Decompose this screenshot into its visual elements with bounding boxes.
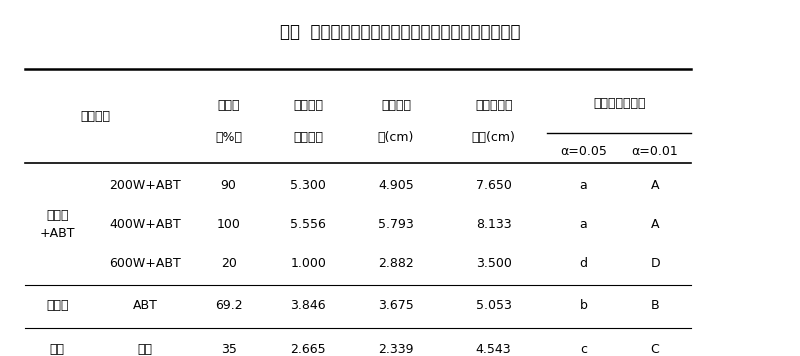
Text: 200W+ABT: 200W+ABT (109, 179, 181, 192)
Text: 100: 100 (217, 218, 241, 231)
Text: 8.133: 8.133 (476, 218, 511, 231)
Text: （%）: （%） (215, 131, 242, 144)
Text: 2.339: 2.339 (378, 343, 414, 356)
Text: 生长素: 生长素 (46, 299, 69, 312)
Text: 3.846: 3.846 (290, 299, 326, 312)
Text: 5.300: 5.300 (290, 179, 326, 192)
Text: α=0.01: α=0.01 (632, 145, 678, 158)
Text: 对照: 对照 (50, 343, 65, 356)
Text: 5.053: 5.053 (476, 299, 512, 312)
Text: 度(cm): 度(cm) (378, 131, 414, 144)
Text: 7.650: 7.650 (476, 179, 512, 192)
Text: 5.556: 5.556 (290, 218, 326, 231)
Text: 4.905: 4.905 (378, 179, 414, 192)
Text: 90: 90 (221, 179, 237, 192)
Text: 超声波
+ABT: 超声波 +ABT (39, 209, 75, 240)
Text: 5.793: 5.793 (378, 218, 414, 231)
Text: 4.543: 4.543 (476, 343, 511, 356)
Text: D: D (650, 257, 660, 271)
Text: 69.2: 69.2 (214, 299, 242, 312)
Text: 清水: 清水 (138, 343, 152, 356)
Text: 平均最长根: 平均最长根 (475, 99, 513, 111)
Text: 处理因素: 处理因素 (80, 110, 110, 124)
Text: C: C (650, 343, 659, 356)
Text: a: a (579, 218, 587, 231)
Text: 平均生根: 平均生根 (294, 99, 323, 111)
Text: 长度(cm): 长度(cm) (472, 131, 516, 144)
Text: 35: 35 (221, 343, 237, 356)
Text: 生根率: 生根率 (218, 99, 240, 111)
Text: A: A (651, 179, 659, 192)
Text: 数（条）: 数（条） (294, 131, 323, 144)
Text: b: b (579, 299, 587, 312)
Text: 1.000: 1.000 (290, 257, 326, 271)
Text: α=0.05: α=0.05 (560, 145, 606, 158)
Text: 平均根长: 平均根长 (381, 99, 411, 111)
Text: a: a (579, 179, 587, 192)
Text: d: d (579, 257, 587, 271)
Text: 差异显著性检测: 差异显著性检测 (593, 97, 646, 110)
Text: 3.500: 3.500 (476, 257, 512, 271)
Text: B: B (650, 299, 659, 312)
Text: 3.675: 3.675 (378, 299, 414, 312)
Text: 20: 20 (221, 257, 237, 271)
Text: 600W+ABT: 600W+ABT (109, 257, 181, 271)
Text: c: c (580, 343, 587, 356)
Text: 2.665: 2.665 (290, 343, 326, 356)
Text: 表一  不同处理对毛白杨生根率和根系发育状况的影响: 表一 不同处理对毛白杨生根率和根系发育状况的影响 (280, 23, 520, 41)
Text: ABT: ABT (133, 299, 158, 312)
Text: 2.882: 2.882 (378, 257, 414, 271)
Text: 400W+ABT: 400W+ABT (109, 218, 181, 231)
Text: A: A (651, 218, 659, 231)
